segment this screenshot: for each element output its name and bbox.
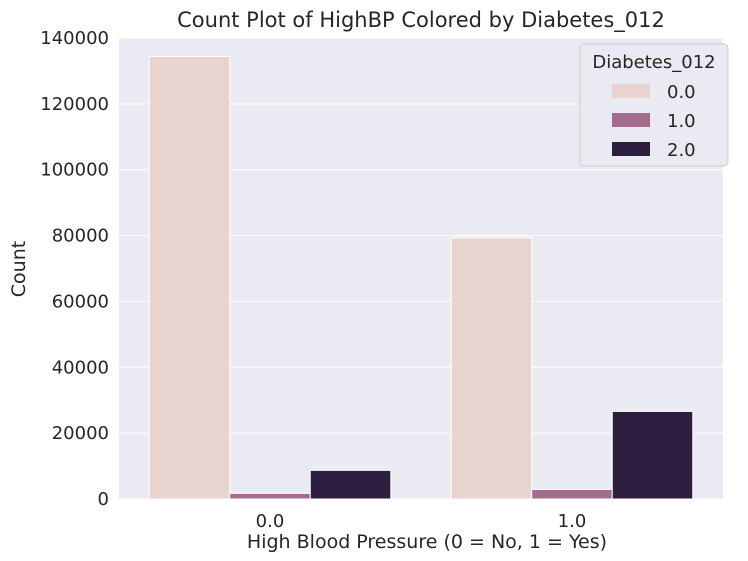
y-tick-label: 140000 (40, 28, 109, 49)
x-tick-label: 0.0 (256, 511, 285, 532)
y-tick-label: 120000 (40, 94, 109, 115)
y-tick-label: 20000 (52, 423, 109, 444)
legend-swatch-1 (612, 113, 650, 127)
y-tick-label: 60000 (52, 291, 109, 312)
legend-label-2: 2.0 (667, 140, 696, 161)
legend-swatch-0 (612, 84, 650, 98)
bar-1.0-1.0 (531, 488, 613, 500)
ticks-layer: 0 20000 40000 60000 80000 100000 120000 140000 0… (40, 28, 586, 532)
legend-box (579, 43, 729, 167)
bar-1.0-0.0 (450, 237, 533, 500)
x-tick-label: 1.0 (558, 511, 587, 532)
bar-1.0-2.0 (611, 410, 694, 500)
bar-0.0-0.0 (148, 55, 231, 500)
y-tick-label: 80000 (52, 226, 109, 247)
bar-0.0-2.0 (309, 469, 392, 500)
legend-swatch-2 (612, 142, 650, 156)
y-tick-label: 40000 (52, 357, 109, 378)
x-axis-label: High Blood Pressure (0 = No, 1 = Yes) (247, 531, 607, 553)
bar-0.0-1.0 (229, 492, 311, 500)
chart-title: Count Plot of HighBP Colored by Diabetes… (177, 8, 665, 33)
legend-label-1: 1.0 (667, 111, 696, 132)
legend: Diabetes_012 0.0 1.0 2.0 (579, 43, 729, 167)
y-tick-label: 0 (98, 489, 109, 510)
y-axis-label: Count (8, 241, 30, 297)
bars-layer (148, 55, 694, 500)
y-tick-label: 100000 (40, 160, 109, 181)
legend-label-0: 0.0 (667, 82, 696, 103)
legend-title: Diabetes_012 (592, 52, 715, 73)
